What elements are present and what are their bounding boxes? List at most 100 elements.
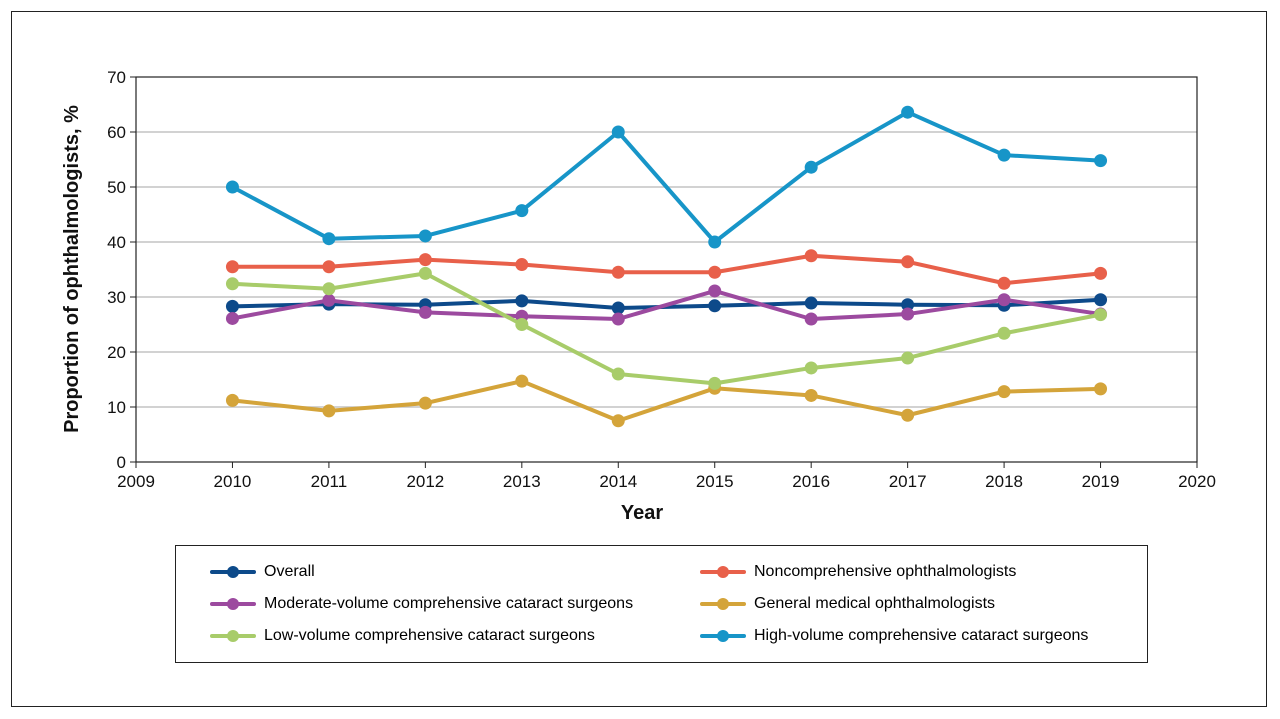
data-point-moderate-volume-comprehensive-cataract-surgeons-2014 bbox=[611, 312, 625, 326]
series-line-low-volume-comprehensive-cataract-surgeons bbox=[230, 271, 1103, 386]
series-high-volume-comprehensive-cataract-surgeons bbox=[225, 105, 1108, 249]
data-point-noncomprehensive-ophthalmologists-2010 bbox=[225, 260, 239, 274]
legend-label: High-volume comprehensive cataract surge… bbox=[754, 627, 1089, 644]
data-point-high-volume-comprehensive-cataract-surgeons-2019 bbox=[1094, 154, 1108, 168]
grid-lines bbox=[136, 131, 1197, 408]
series-line-moderate-volume-comprehensive-cataract-surgeons bbox=[230, 288, 1103, 321]
y-axis-label: Proportion of ophthalmologists, % bbox=[61, 105, 83, 433]
series-noncomprehensive-ophthalmologists bbox=[225, 249, 1108, 290]
data-point-high-volume-comprehensive-cataract-surgeons-2016 bbox=[804, 160, 818, 174]
data-point-general-medical-ophthalmologists-2014 bbox=[611, 414, 625, 428]
data-point-overall-2017 bbox=[901, 298, 915, 312]
series-line-general-medical-ophthalmologists bbox=[230, 379, 1103, 423]
x-tick-label-2013: 2013 bbox=[503, 472, 541, 491]
data-point-noncomprehensive-ophthalmologists-2019 bbox=[1094, 266, 1108, 280]
x-tick-label-2018: 2018 bbox=[985, 472, 1023, 491]
data-point-high-volume-comprehensive-cataract-surgeons-2015 bbox=[708, 235, 722, 249]
y-tick-label-10: 10 bbox=[107, 398, 126, 417]
data-point-noncomprehensive-ophthalmologists-2017 bbox=[901, 255, 915, 269]
data-point-overall-2010 bbox=[225, 299, 239, 313]
series-group bbox=[225, 105, 1108, 428]
x-tick-label-2017: 2017 bbox=[889, 472, 927, 491]
legend-item: General medical ophthalmologists bbox=[698, 593, 995, 615]
figure-frame bbox=[11, 11, 1267, 707]
legend-swatch bbox=[208, 626, 258, 646]
data-point-high-volume-comprehensive-cataract-surgeons-2014 bbox=[611, 125, 625, 139]
data-point-moderate-volume-comprehensive-cataract-surgeons-2011 bbox=[322, 293, 336, 307]
x-tick-label-2010: 2010 bbox=[214, 472, 252, 491]
plot-area-border bbox=[135, 76, 1198, 463]
x-tick-label-2016: 2016 bbox=[792, 472, 830, 491]
y-tick-label-70: 70 bbox=[107, 68, 126, 87]
data-point-moderate-volume-comprehensive-cataract-surgeons-2010 bbox=[225, 311, 239, 325]
legend-swatch bbox=[208, 562, 258, 582]
y-tick-label-40: 40 bbox=[107, 233, 126, 252]
data-point-moderate-volume-comprehensive-cataract-surgeons-2017 bbox=[901, 307, 915, 321]
x-axis-label: Year bbox=[621, 502, 663, 524]
data-point-high-volume-comprehensive-cataract-surgeons-2011 bbox=[322, 232, 336, 246]
data-point-general-medical-ophthalmologists-2016 bbox=[804, 388, 818, 402]
x-tick-label-2014: 2014 bbox=[599, 472, 637, 491]
legend-item: Moderate-volume comprehensive cataract s… bbox=[208, 593, 633, 615]
data-point-high-volume-comprehensive-cataract-surgeons-2013 bbox=[515, 204, 529, 218]
data-point-general-medical-ophthalmologists-2012 bbox=[418, 396, 432, 410]
data-point-low-volume-comprehensive-cataract-surgeons-2019 bbox=[1094, 308, 1108, 322]
data-point-high-volume-comprehensive-cataract-surgeons-2012 bbox=[418, 229, 432, 243]
x-tick-label-2015: 2015 bbox=[696, 472, 734, 491]
x-tick-label-2009: 2009 bbox=[117, 472, 155, 491]
data-point-low-volume-comprehensive-cataract-surgeons-2011 bbox=[322, 282, 336, 296]
data-point-low-volume-comprehensive-cataract-surgeons-2013 bbox=[515, 318, 529, 331]
chart-legend: Overall Noncomprehensive ophthalmologists… bbox=[175, 545, 1148, 663]
data-point-noncomprehensive-ophthalmologists-2012 bbox=[418, 253, 432, 267]
series-line-noncomprehensive-ophthalmologists bbox=[230, 253, 1103, 286]
legend-label: Low-volume comprehensive cataract surgeo… bbox=[264, 627, 595, 644]
legend-label: Moderate-volume comprehensive cataract s… bbox=[264, 595, 634, 612]
legend-label: General medical ophthalmologists bbox=[754, 595, 996, 612]
y-axis-ticks: 0 10 20 30 40 50 60 70 bbox=[107, 68, 136, 472]
legend-swatch bbox=[208, 594, 258, 614]
series-low-volume-comprehensive-cataract-surgeons bbox=[225, 266, 1108, 390]
series-line-high-volume-comprehensive-cataract-surgeons bbox=[230, 110, 1103, 244]
x-tick-label-2020: 2020 bbox=[1178, 472, 1216, 491]
data-point-low-volume-comprehensive-cataract-surgeons-2014 bbox=[611, 367, 625, 381]
data-point-high-volume-comprehensive-cataract-surgeons-2018 bbox=[997, 148, 1011, 162]
x-tick-label-2019: 2019 bbox=[1082, 472, 1120, 491]
data-point-low-volume-comprehensive-cataract-surgeons-2017 bbox=[901, 351, 915, 365]
data-point-noncomprehensive-ophthalmologists-2018 bbox=[997, 276, 1011, 290]
legend-swatch bbox=[698, 594, 748, 614]
data-point-noncomprehensive-ophthalmologists-2016 bbox=[804, 249, 818, 263]
data-point-low-volume-comprehensive-cataract-surgeons-2018 bbox=[997, 326, 1011, 340]
legend-item: Low-volume comprehensive cataract surgeo… bbox=[208, 625, 595, 647]
y-tick-label-60: 60 bbox=[107, 123, 126, 142]
data-point-noncomprehensive-ophthalmologists-2011 bbox=[322, 260, 336, 274]
data-point-general-medical-ophthalmologists-2010 bbox=[225, 393, 239, 407]
data-point-overall-2019 bbox=[1094, 293, 1108, 307]
data-point-noncomprehensive-ophthalmologists-2015 bbox=[708, 265, 722, 279]
data-point-high-volume-comprehensive-cataract-surgeons-2010 bbox=[225, 180, 239, 194]
legend-label: Overall bbox=[264, 563, 315, 580]
data-point-low-volume-comprehensive-cataract-surgeons-2015 bbox=[708, 376, 722, 390]
y-tick-label-50: 50 bbox=[107, 178, 126, 197]
data-point-general-medical-ophthalmologists-2018 bbox=[997, 385, 1011, 399]
x-tick-label-2012: 2012 bbox=[406, 472, 444, 491]
data-point-general-medical-ophthalmologists-2013 bbox=[515, 374, 529, 388]
data-point-moderate-volume-comprehensive-cataract-surgeons-2016 bbox=[804, 312, 818, 326]
data-point-overall-2014 bbox=[611, 301, 625, 315]
data-point-moderate-volume-comprehensive-cataract-surgeons-2018 bbox=[997, 293, 1011, 307]
x-tick-label-2011: 2011 bbox=[311, 472, 348, 491]
legend-swatch bbox=[698, 562, 748, 582]
data-point-noncomprehensive-ophthalmologists-2014 bbox=[611, 265, 625, 279]
data-point-general-medical-ophthalmologists-2019 bbox=[1094, 382, 1108, 396]
legend-swatch bbox=[698, 626, 748, 646]
data-point-general-medical-ophthalmologists-2011 bbox=[322, 404, 336, 418]
x-axis-ticks: 2009 2010 2011 2012 2013 2014 2015 2016 2017 2018… bbox=[117, 462, 1216, 491]
line-chart: 0 10 20 30 40 50 60 70 2009 2010 2011 2012 2013 2014… bbox=[61, 68, 1216, 524]
data-point-low-volume-comprehensive-cataract-surgeons-2010 bbox=[225, 277, 239, 291]
data-point-overall-2016 bbox=[804, 296, 818, 310]
data-point-low-volume-comprehensive-cataract-surgeons-2016 bbox=[804, 361, 818, 375]
legend-item: High-volume comprehensive cataract surge… bbox=[698, 625, 1088, 647]
data-point-overall-2013 bbox=[515, 294, 529, 308]
data-point-general-medical-ophthalmologists-2017 bbox=[901, 408, 915, 422]
y-tick-label-30: 30 bbox=[107, 288, 126, 307]
y-tick-label-0: 0 bbox=[117, 453, 126, 472]
